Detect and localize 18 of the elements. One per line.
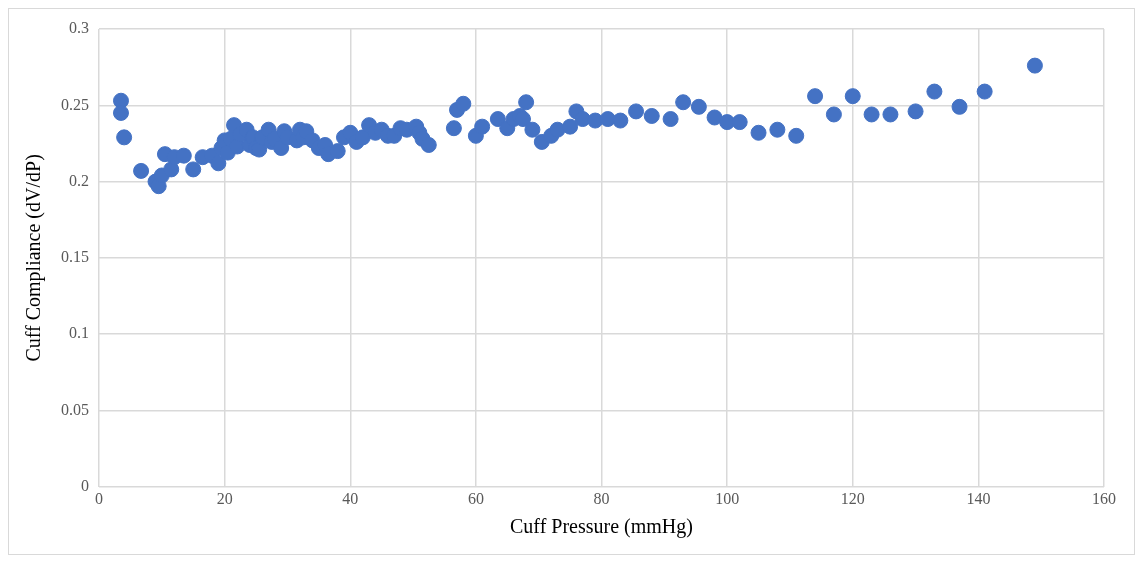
y-tick-label: 0.2: [69, 171, 89, 189]
y-tick-label: 0.3: [69, 19, 89, 37]
x-tick-label: 120: [840, 489, 865, 507]
x-tick-label: 0: [95, 489, 103, 507]
x-tick-label: 140: [966, 489, 991, 507]
y-tick-label: 0.05: [61, 400, 89, 418]
x-tick-label: 100: [715, 489, 740, 507]
x-tick-label: 160: [1092, 489, 1116, 507]
x-tick-label: 20: [216, 489, 233, 507]
x-tick-label: 80: [593, 489, 610, 507]
y-tick-label: 0.1: [69, 324, 89, 342]
x-tick-label: 40: [342, 489, 359, 507]
y-tick-label: 0.25: [61, 95, 89, 113]
y-axis-title: Cuff Compliance (dV/dP): [22, 154, 46, 362]
x-axis-title: Cuff Pressure (mmHg): [510, 515, 693, 539]
y-tick-label: 0: [81, 477, 89, 494]
y-tick-label: 0.15: [61, 248, 89, 266]
x-tick-label: 60: [467, 489, 484, 507]
